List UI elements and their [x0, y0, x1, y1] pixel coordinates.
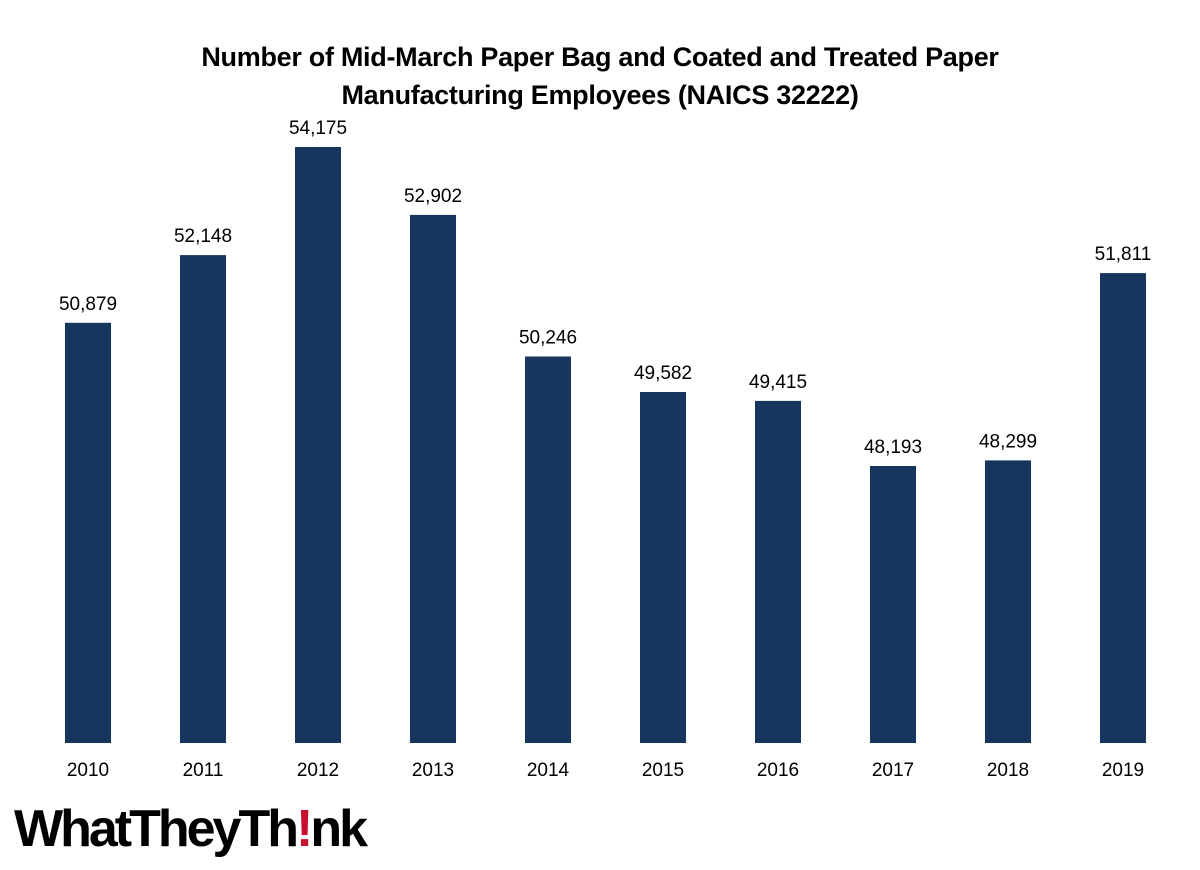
bar-2019	[1100, 273, 1146, 743]
bar-2012	[295, 147, 341, 743]
bar-2013	[410, 214, 456, 743]
x-tick-label-2016: 2016	[757, 760, 799, 781]
x-tick-label-2019: 2019	[1102, 760, 1144, 781]
x-tick-label-2014: 2014	[527, 760, 570, 781]
bars-layer	[65, 147, 1146, 743]
x-tick-label-2012: 2012	[297, 760, 339, 781]
value-label-2015: 49,582	[634, 363, 692, 384]
chart-title: Number of Mid-March Paper Bag and Coated…	[100, 38, 1100, 114]
bar-2014	[525, 356, 571, 743]
logo-accent-glyph: !	[295, 800, 313, 858]
bar-2017	[870, 466, 916, 743]
chart-title-line-1: Number of Mid-March Paper Bag and Coated…	[201, 42, 999, 72]
bar-2011	[180, 255, 226, 743]
value-label-2016: 49,415	[749, 372, 807, 393]
chart-title-line-2: Manufacturing Employees (NAICS 32222)	[341, 80, 859, 110]
value-labels-layer: 50,879 52,148 54,175 52,902 50,246 49,582 49,4…	[59, 118, 1151, 458]
x-axis-tick-labels: 2010 2011 2012 2013 2014 2015 2016 2017 2018 2019	[67, 760, 1144, 781]
value-label-2013: 52,902	[404, 186, 462, 207]
x-tick-label-2011: 2011	[183, 760, 224, 781]
value-label-2012: 54,175	[289, 118, 347, 139]
logo-wordmark: WhatTheyTh!nk	[14, 800, 368, 858]
x-tick-label-2018: 2018	[987, 760, 1029, 781]
whattheythink-logo: WhatTheyTh!nk	[14, 794, 368, 864]
value-label-2011: 52,148	[174, 226, 232, 247]
value-label-2019: 51,811	[1095, 244, 1152, 265]
x-tick-label-2013: 2013	[412, 760, 454, 781]
x-tick-label-2015: 2015	[642, 760, 684, 781]
x-tick-label-2017: 2017	[872, 760, 914, 781]
bar-2018	[985, 460, 1031, 743]
bar-2010	[65, 322, 111, 743]
value-label-2018: 48,299	[979, 431, 1037, 452]
bar-2016	[755, 400, 801, 743]
x-tick-label-2010: 2010	[67, 760, 109, 781]
value-label-2010: 50,879	[59, 294, 117, 315]
value-label-2014: 50,246	[519, 328, 577, 349]
bar-2015	[640, 392, 686, 743]
value-label-2017: 48,193	[864, 437, 922, 458]
